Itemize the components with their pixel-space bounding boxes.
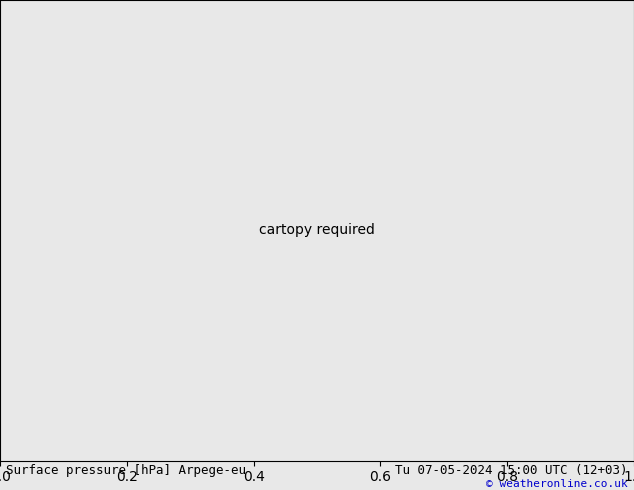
Text: Tu 07-05-2024 15:00 UTC (12+03): Tu 07-05-2024 15:00 UTC (12+03) [395,465,628,477]
Text: © weatheronline.co.uk: © weatheronline.co.uk [486,479,628,489]
Text: Surface pressure [hPa] Arpege-eu: Surface pressure [hPa] Arpege-eu [6,465,247,477]
Text: cartopy required: cartopy required [259,223,375,237]
